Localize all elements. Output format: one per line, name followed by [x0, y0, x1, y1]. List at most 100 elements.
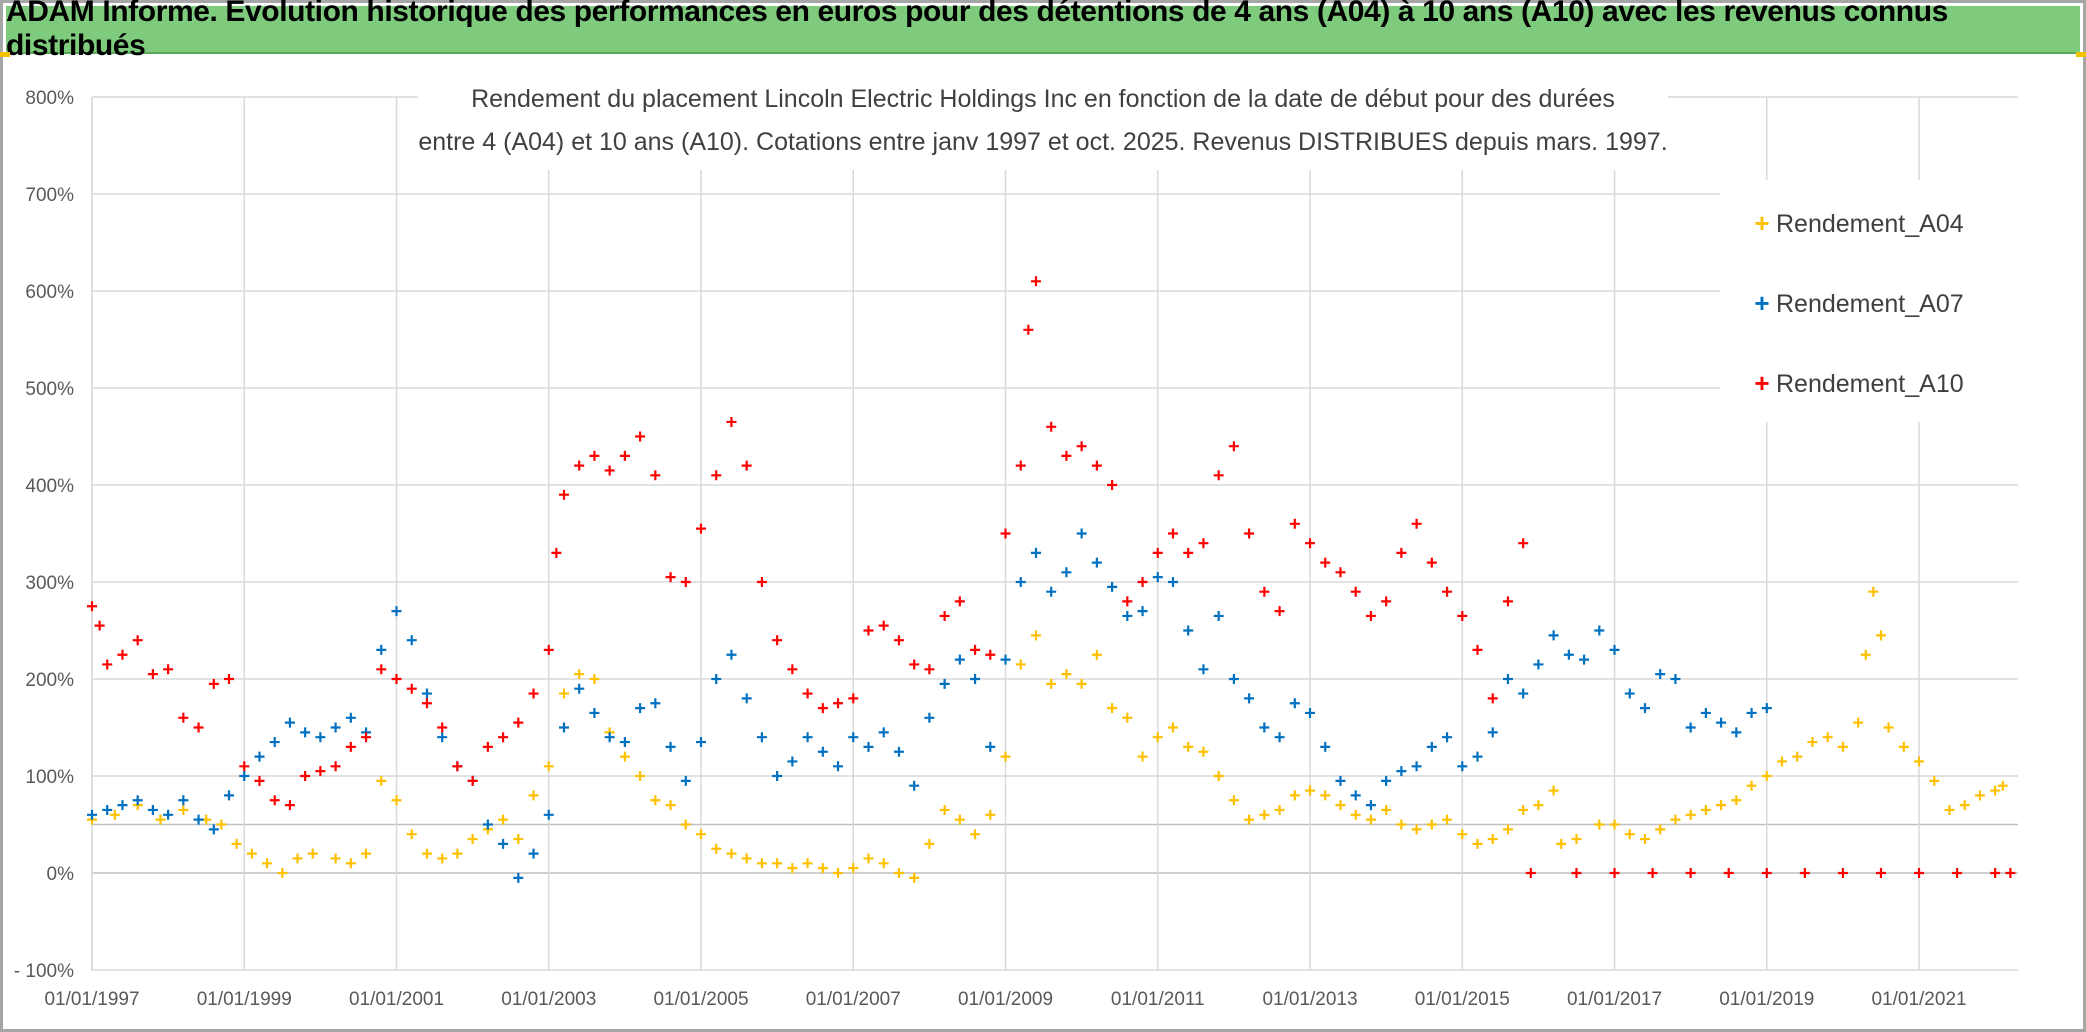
data-point — [1137, 577, 1148, 587]
data-point — [1046, 678, 1057, 689]
data-point — [1944, 804, 1955, 815]
data-point — [1792, 751, 1803, 762]
data-point — [756, 858, 767, 869]
data-point — [528, 790, 539, 801]
data-point — [1426, 741, 1437, 752]
data-point — [1305, 538, 1316, 549]
data-point — [1091, 649, 1102, 660]
data-point — [1609, 644, 1620, 655]
data-point — [1289, 698, 1300, 709]
data-point — [1952, 868, 1963, 878]
data-point — [1457, 761, 1468, 772]
data-point — [1502, 824, 1513, 835]
x-tick-label: 01/01/2001 — [349, 989, 444, 1010]
data-point — [467, 775, 478, 786]
data-point — [1777, 756, 1788, 767]
data-point — [345, 858, 356, 869]
data-point — [1152, 572, 1163, 583]
data-point — [1365, 610, 1376, 621]
data-point — [1571, 834, 1582, 845]
data-point — [893, 746, 904, 757]
series-Rendement_A04 — [87, 586, 2008, 883]
data-point — [178, 804, 189, 815]
data-point — [878, 620, 889, 631]
data-point — [833, 868, 844, 878]
data-point — [1305, 707, 1316, 718]
data-point — [1571, 868, 1582, 878]
data-point — [680, 819, 691, 830]
y-tick-label: 800% — [25, 88, 74, 109]
data-point — [817, 703, 828, 714]
data-point — [970, 829, 981, 840]
data-point — [1837, 868, 1848, 878]
data-point — [1046, 421, 1057, 432]
data-point — [1289, 518, 1300, 529]
data-point — [619, 450, 630, 461]
data-point — [1168, 577, 1178, 587]
data-point — [482, 741, 493, 752]
data-point — [147, 669, 158, 680]
data-point — [1624, 688, 1635, 699]
data-point — [1723, 868, 1734, 878]
data-point — [1198, 664, 1209, 675]
data-point — [300, 727, 311, 738]
x-tick-label: 01/01/2007 — [806, 989, 901, 1010]
data-point — [1670, 674, 1681, 684]
banner: ADAM Informe. Evolution historique des p… — [6, 0, 2080, 62]
data-point — [1746, 707, 1757, 718]
data-point — [269, 795, 280, 806]
data-point — [376, 644, 387, 655]
data-point — [87, 601, 97, 612]
data-point — [619, 737, 630, 748]
data-point — [1563, 649, 1574, 660]
data-point — [1670, 814, 1681, 825]
data-point — [924, 664, 935, 675]
data-point — [1639, 834, 1650, 845]
data-point — [376, 664, 387, 675]
data-point — [1244, 528, 1255, 539]
data-point — [1875, 630, 1886, 641]
data-point — [1472, 644, 1483, 655]
data-point — [1046, 586, 1057, 597]
data-point — [909, 872, 920, 883]
data-point — [452, 761, 463, 772]
data-point — [1883, 722, 1894, 733]
data-point — [909, 780, 920, 791]
data-point — [1000, 528, 1011, 539]
data-point — [1647, 868, 1658, 878]
data-point — [1198, 538, 1209, 549]
data-point — [680, 775, 691, 786]
data-point — [315, 732, 326, 743]
data-point — [1442, 814, 1453, 825]
data-point — [1685, 722, 1696, 733]
data-point — [1685, 809, 1696, 820]
data-point — [498, 838, 509, 849]
data-point — [1122, 596, 1133, 607]
data-point — [665, 800, 676, 811]
data-point — [1411, 824, 1422, 835]
data-point — [178, 795, 189, 806]
data-point — [406, 683, 417, 694]
data-point — [1396, 766, 1407, 777]
data-point — [117, 649, 128, 660]
data-point — [543, 761, 554, 772]
data-point — [208, 678, 219, 689]
data-point — [1442, 586, 1453, 597]
data-point — [1518, 688, 1529, 699]
data-point — [1198, 746, 1209, 757]
data-point — [330, 722, 341, 733]
data-point — [1228, 795, 1239, 806]
series-Rendement_A10 — [87, 276, 2016, 878]
data-point — [300, 771, 311, 781]
data-point — [1716, 800, 1727, 811]
data-point — [1860, 649, 1871, 660]
data-point — [1365, 814, 1376, 825]
data-point — [604, 732, 615, 743]
data-point — [1655, 824, 1666, 835]
data-point — [528, 848, 539, 859]
data-point — [1487, 834, 1498, 845]
data-point — [1381, 596, 1392, 607]
data-point — [1015, 577, 1026, 587]
data-point — [1183, 547, 1194, 558]
data-point — [345, 712, 356, 723]
